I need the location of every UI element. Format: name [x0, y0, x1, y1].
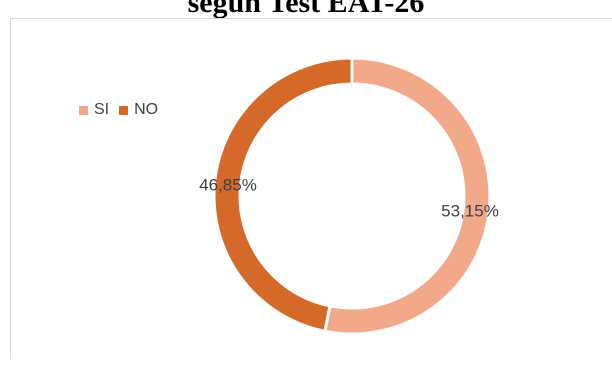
legend-label-si: SI [94, 101, 110, 118]
data-label-no: 46,85% [199, 175, 257, 194]
chart-area [10, 18, 612, 358]
legend-item-no: NO [119, 101, 158, 119]
donut-slice-no [212, 56, 354, 334]
legend-swatch-si [79, 105, 88, 115]
donut-slice-si [323, 56, 492, 336]
legend-item-si: SI [79, 101, 109, 119]
legend-swatch-no [119, 105, 129, 115]
legend: SI NO [79, 101, 168, 119]
legend-label-no: NO [134, 101, 159, 118]
data-label-si: 53,15% [441, 201, 499, 220]
chart-title: según Test EAT-26 [187, 0, 425, 19]
